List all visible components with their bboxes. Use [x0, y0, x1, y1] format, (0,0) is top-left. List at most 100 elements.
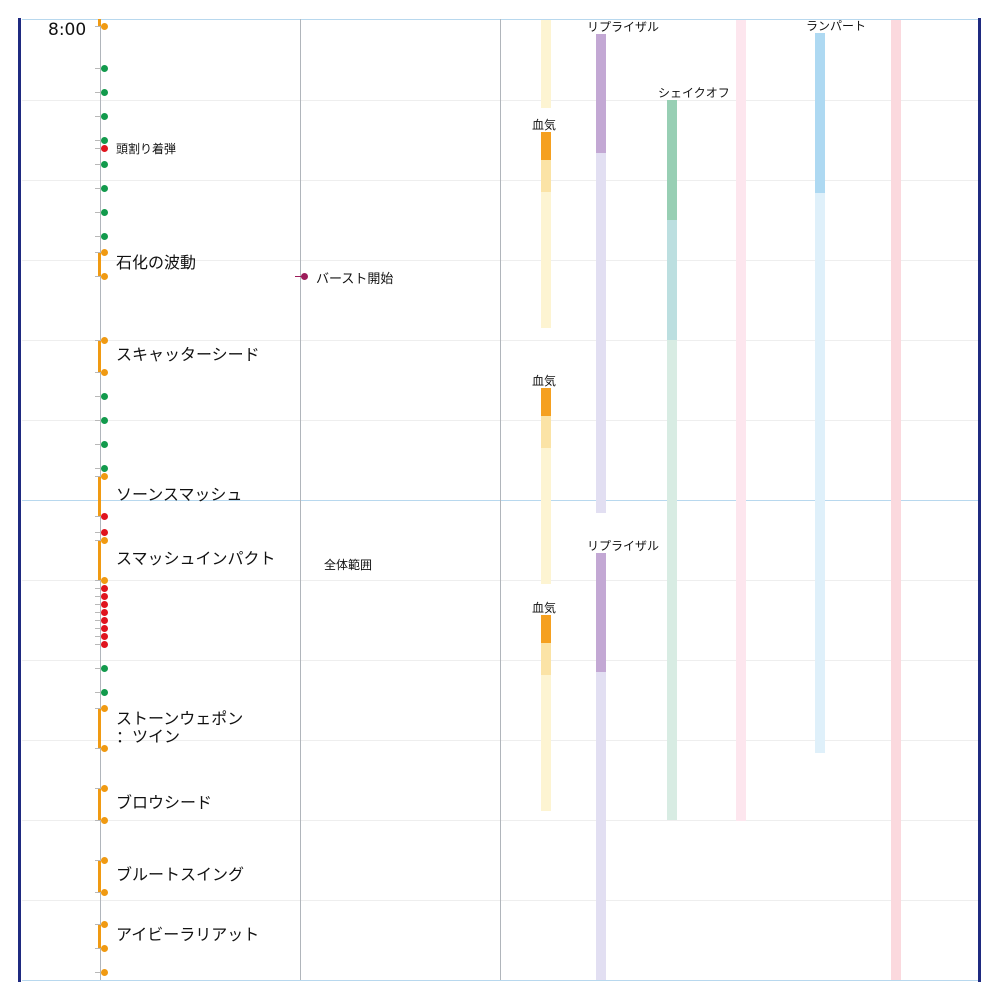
- boss-event-label: ブルートスイング: [116, 865, 245, 884]
- tick-mark: [95, 644, 103, 645]
- mitigation-label-reprisal: リプライザル: [587, 20, 660, 34]
- tick-mark: [95, 252, 103, 253]
- event-duration: [98, 708, 101, 748]
- frame-right: [978, 18, 981, 982]
- mitigation-bar-shake: [667, 100, 677, 220]
- mitigation-bar-blood: [541, 160, 551, 192]
- red-dot: [101, 529, 108, 536]
- burst-dot: [301, 273, 308, 280]
- orange-dot: [101, 969, 108, 976]
- red-dot: [101, 609, 108, 616]
- time-label: 8:00: [48, 20, 87, 40]
- mitigation-label-rampart: ランパート: [806, 19, 867, 33]
- orange-dot: [101, 705, 108, 712]
- orange-dot: [101, 337, 108, 344]
- green-dot: [101, 665, 108, 672]
- event-duration: [98, 860, 101, 892]
- tick-mark: [95, 540, 103, 541]
- boss-event-label: ブロウシード: [116, 793, 213, 812]
- red-dot: [101, 625, 108, 632]
- mitigation-bar-reprisal: [596, 553, 606, 672]
- tick-mark: [95, 596, 103, 597]
- tick-mark: [95, 116, 103, 117]
- green-dot: [101, 393, 108, 400]
- mitigation-bar-blood: [541, 20, 551, 108]
- orange-dot: [101, 273, 108, 280]
- marker-label: バースト開始: [316, 272, 394, 287]
- orange-dot: [101, 369, 108, 376]
- tick-mark: [95, 708, 103, 709]
- grid-line-major: [22, 980, 978, 981]
- tick-mark: [95, 468, 103, 469]
- tick-mark: [95, 788, 103, 789]
- boss-event-label: スキャッターシード: [116, 345, 260, 364]
- tick-mark: [95, 860, 103, 861]
- mitigation-bar-shake: [667, 340, 677, 820]
- tick-mark: [95, 692, 103, 693]
- column-line: [300, 19, 301, 980]
- tick-mark: [95, 636, 103, 637]
- tick-mark: [95, 620, 103, 621]
- green-dot: [101, 161, 108, 168]
- green-dot: [101, 233, 108, 240]
- mitigation-bar-rampart: [815, 193, 825, 753]
- boss-event-label: スマッシュインパクト: [116, 549, 276, 568]
- event-duration: [98, 19, 101, 26]
- tick-mark: [95, 748, 103, 749]
- event-duration: [98, 252, 101, 276]
- red-dot: [101, 617, 108, 624]
- green-dot: [101, 89, 108, 96]
- tick-mark: [95, 924, 103, 925]
- green-dot: [101, 209, 108, 216]
- orange-dot: [101, 249, 108, 256]
- orange-dot: [101, 23, 108, 30]
- green-dot: [101, 417, 108, 424]
- red-dot: [101, 641, 108, 648]
- tick-mark: [95, 604, 103, 605]
- mitigation-bar-blood: [541, 388, 551, 416]
- orange-dot: [101, 537, 108, 544]
- tick-mark: [95, 532, 103, 533]
- tick-mark: [95, 26, 103, 27]
- mitigation-bar-blood: [541, 448, 551, 584]
- tick-mark: [95, 140, 103, 141]
- tick-mark: [95, 164, 103, 165]
- mitigation-label-blood: 血気: [532, 118, 557, 132]
- tick-mark: [95, 588, 103, 589]
- boss-event-label: 石化の波動: [116, 253, 197, 272]
- tick-mark: [95, 476, 103, 477]
- orange-dot: [101, 945, 108, 952]
- mitigation-label-shake: シェイクオフ: [658, 86, 730, 100]
- tick-mark: [95, 236, 103, 237]
- tick-mark: [95, 212, 103, 213]
- red-dot: [101, 513, 108, 520]
- red-dot: [101, 145, 108, 152]
- mitigation-bar-blood: [541, 675, 551, 811]
- green-dot: [101, 137, 108, 144]
- tick-mark: [95, 516, 103, 517]
- red-dot: [101, 585, 108, 592]
- mitigation-bar-shake: [667, 220, 677, 340]
- green-dot: [101, 113, 108, 120]
- mitigation-label-blood: 血気: [532, 601, 557, 615]
- tick-mark: [95, 668, 103, 669]
- tick-mark: [95, 92, 103, 93]
- orange-dot: [101, 473, 108, 480]
- mitigation-bar-reprisal: [596, 34, 606, 153]
- tick-mark: [95, 68, 103, 69]
- mitigation-bar-blood: [541, 132, 551, 160]
- tick-mark: [95, 276, 103, 277]
- green-dot: [101, 465, 108, 472]
- red-dot: [101, 601, 108, 608]
- tick-mark: [95, 628, 103, 629]
- boss-event-label: ストーンウェポン ：ツイン: [116, 709, 244, 746]
- orange-dot: [101, 817, 108, 824]
- tick-mark: [95, 148, 103, 149]
- mitigation-bar-pink-dark: [891, 20, 901, 980]
- boss-event-label: ソーンスマッシュ: [116, 485, 243, 504]
- tick-mark: [95, 188, 103, 189]
- tick-mark: [95, 948, 103, 949]
- event-duration: [98, 540, 101, 580]
- orange-dot: [101, 577, 108, 584]
- tick-mark: [95, 340, 103, 341]
